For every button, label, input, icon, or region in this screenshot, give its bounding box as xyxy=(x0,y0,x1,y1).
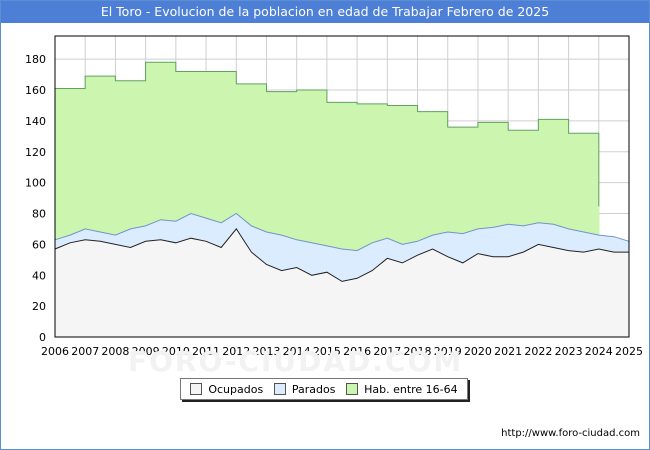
x-tick-label-2016: 2016 xyxy=(343,345,371,358)
series-hab-line xyxy=(55,61,600,207)
x-tick-label-2024: 2024 xyxy=(585,345,613,358)
x-tick-label-2012: 2012 xyxy=(222,345,250,358)
x-tick-label-2017: 2017 xyxy=(373,345,401,358)
legend-label-ocupados: Ocupados xyxy=(208,382,264,396)
legend-item-hab: Hab. entre 16-64 xyxy=(346,383,458,396)
x-tick-label-2008: 2008 xyxy=(101,345,129,358)
legend-label-hab: Hab. entre 16-64 xyxy=(364,382,458,396)
legend-swatch-ocupados xyxy=(190,383,203,395)
x-tick-label-2018: 2018 xyxy=(404,345,432,358)
x-tick-label-2022: 2022 xyxy=(524,345,552,358)
x-tick-label-2025: 2025 xyxy=(615,345,643,358)
y-tick-label-100: 100 xyxy=(25,177,46,190)
y-tick-label-80: 80 xyxy=(32,208,46,221)
plot-border xyxy=(54,35,630,338)
x-tick-label-2015: 2015 xyxy=(313,345,341,358)
series-ocupados-area xyxy=(55,228,629,337)
legend-item-ocupados: Ocupados xyxy=(190,383,263,396)
x-tick-label-2013: 2013 xyxy=(252,345,280,358)
x-tick-label-2011: 2011 xyxy=(192,345,220,358)
series-ocupados-line xyxy=(54,228,629,282)
y-tick-label-140: 140 xyxy=(25,115,46,128)
y-tick-label-40: 40 xyxy=(32,269,46,282)
series-parados-line xyxy=(54,212,630,252)
x-tick-label-2014: 2014 xyxy=(283,345,311,358)
x-tick-label-2009: 2009 xyxy=(132,345,160,358)
legend-label-parados: Parados xyxy=(291,382,336,396)
legend-swatch-hab xyxy=(346,383,359,395)
axes xyxy=(54,35,630,338)
x-tick-label-2020: 2020 xyxy=(464,345,492,358)
series-areas xyxy=(54,61,630,337)
x-tick-label-2021: 2021 xyxy=(494,345,522,358)
watermark: FORO-CIUDAD.COM xyxy=(128,345,464,378)
y-tick-label-160: 160 xyxy=(25,84,46,97)
chart-title: El Toro - Evolucion de la poblacion en e… xyxy=(1,1,649,23)
legend-item-parados: Parados xyxy=(273,382,336,396)
x-tick-label-2010: 2010 xyxy=(162,345,190,358)
y-tick-label-0: 0 xyxy=(39,331,46,344)
legend: Ocupados Parados Hab. entre 16-64 xyxy=(180,378,468,400)
x-tick-label-2006: 2006 xyxy=(41,345,69,358)
y-tick-label-120: 120 xyxy=(25,146,46,159)
y-tick-label-60: 60 xyxy=(32,238,46,251)
x-tick-label-2023: 2023 xyxy=(555,345,583,358)
x-tick-label-2019: 2019 xyxy=(434,345,462,358)
source-url: http://www.foro-ciudad.com xyxy=(501,428,640,439)
y-tick-label-20: 20 xyxy=(32,300,46,313)
y-tick-label-180: 180 xyxy=(25,53,46,66)
tick-labels: 0 20 40 60 80 100 120 140 160 180 2006 2007 2008 2009… xyxy=(25,53,643,358)
legend-swatch-parados xyxy=(273,383,286,395)
x-tick-label-2007: 2007 xyxy=(71,345,99,358)
